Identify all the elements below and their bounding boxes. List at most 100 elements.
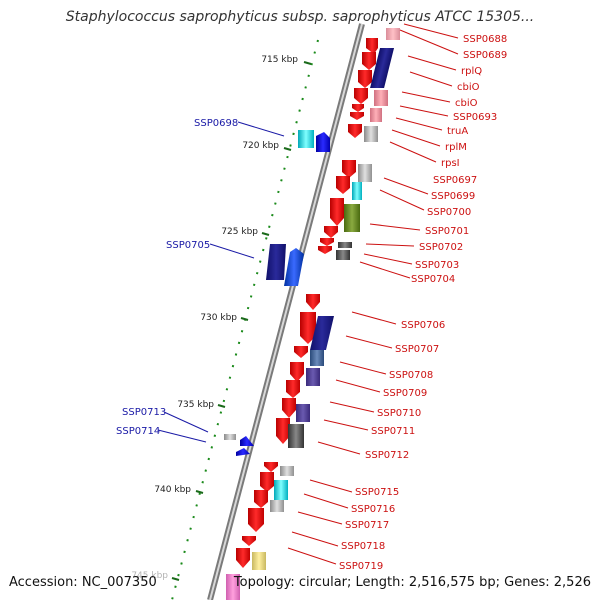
- gene-ssp0702[interactable]: [320, 238, 334, 246]
- label-ssp0719[interactable]: SSP0719: [339, 561, 383, 572]
- label-ssp0699[interactable]: SSP0699: [431, 191, 475, 202]
- gene-ssp0705[interactable]: [284, 248, 304, 286]
- gene-ssp0713-box[interactable]: [224, 434, 236, 440]
- annot-box-18[interactable]: [270, 500, 284, 512]
- gene-ssp0711[interactable]: [276, 418, 290, 444]
- gene-cbiO-1[interactable]: [354, 88, 368, 104]
- label-ssp0702[interactable]: SSP0702: [419, 242, 463, 253]
- scale-tick-720: [283, 147, 292, 151]
- gene-ssp0700[interactable]: [330, 198, 344, 226]
- gene-ssp0698-box[interactable]: [298, 130, 314, 148]
- annot-box-10[interactable]: [336, 250, 350, 260]
- scale-label-720: 720 kbp: [242, 141, 279, 151]
- gene-ssp0717[interactable]: [248, 508, 264, 532]
- label-ssp0705[interactable]: SSP0705: [166, 240, 210, 251]
- gene-ssp0706[interactable]: [300, 312, 316, 344]
- label-ssp0706[interactable]: SSP0706: [401, 320, 445, 331]
- gene-ssp0707[interactable]: [294, 346, 308, 358]
- annot-box-3[interactable]: [374, 90, 388, 106]
- gene-ssp0714[interactable]: [236, 448, 250, 456]
- label-ssp0700[interactable]: SSP0700: [427, 207, 471, 218]
- reverse-leader-lines: [157, 121, 285, 443]
- label-ssp0703[interactable]: SSP0703: [415, 260, 459, 271]
- annot-box-4[interactable]: [370, 108, 382, 122]
- annot-box-17[interactable]: [274, 480, 288, 500]
- annot-box-9[interactable]: [338, 242, 352, 248]
- gene-ssp0708[interactable]: [290, 362, 304, 382]
- label-ssp0697[interactable]: SSP0697: [433, 175, 477, 186]
- gene-ssp0693[interactable]: [350, 112, 364, 120]
- gene-ssp0719[interactable]: [236, 548, 250, 568]
- label-ssp0711[interactable]: SSP0711: [371, 426, 415, 437]
- label-ssp0698[interactable]: SSP0698: [194, 118, 238, 129]
- map-title: Staphylococcus saprophyticus subsp. sapr…: [65, 9, 535, 25]
- annot-box-5[interactable]: [364, 126, 378, 142]
- gene-ssp0715-a[interactable]: [264, 462, 278, 472]
- annot-box-15[interactable]: [288, 424, 304, 448]
- gene-ssp0705-box[interactable]: [266, 244, 286, 280]
- gene-truA[interactable]: [348, 124, 362, 138]
- gene-ssp0710[interactable]: [282, 398, 296, 418]
- label-rpsi[interactable]: rpsI: [441, 158, 460, 169]
- label-ssp0718[interactable]: SSP0718: [341, 541, 385, 552]
- label-cbio-2[interactable]: cbiO: [455, 98, 478, 109]
- label-ssp0708[interactable]: SSP0708: [389, 370, 433, 381]
- annot-box-2[interactable]: [370, 48, 395, 88]
- annot-box-11[interactable]: [310, 316, 334, 350]
- gene-ssp0716[interactable]: [254, 490, 268, 508]
- gene-ssp0688[interactable]: [366, 38, 378, 54]
- forward-leader-lines: [287, 23, 459, 565]
- label-trua[interactable]: truA: [447, 126, 468, 137]
- gene-ssp0718[interactable]: [242, 536, 256, 546]
- label-rplm[interactable]: rplM: [445, 142, 467, 153]
- gene-ssp0713[interactable]: [240, 436, 254, 446]
- forward-labels: SSP0688 SSP0689 rplQ cbiO cbiO SSP0693 t…: [339, 34, 507, 572]
- gene-cbiO-2[interactable]: [352, 104, 364, 112]
- label-ssp0707[interactable]: SSP0707: [395, 344, 439, 355]
- scale-tick-745: [171, 577, 180, 581]
- gene-ssp0706-a[interactable]: [306, 294, 320, 310]
- annot-box-7[interactable]: [352, 182, 362, 200]
- gene-ssp0701[interactable]: [324, 226, 338, 238]
- label-ssp0701[interactable]: SSP0701: [425, 226, 469, 237]
- label-ssp0717[interactable]: SSP0717: [345, 520, 389, 531]
- annot-box-12[interactable]: [310, 350, 324, 366]
- gene-ssp0689[interactable]: [362, 52, 376, 70]
- gene-ssp0715[interactable]: [260, 472, 274, 492]
- annot-box-19[interactable]: [252, 552, 266, 570]
- annot-box-14[interactable]: [296, 404, 310, 422]
- scale-label-735: 735 kbp: [177, 400, 214, 410]
- annot-box-1[interactable]: [386, 28, 400, 40]
- label-ssp0710[interactable]: SSP0710: [377, 408, 421, 419]
- reverse-labels: SSP0698 SSP0705 SSP0713 SSP0714: [116, 118, 238, 437]
- label-ssp0709[interactable]: SSP0709: [383, 388, 427, 399]
- label-ssp0688[interactable]: SSP0688: [463, 34, 507, 45]
- annot-box-6[interactable]: [358, 164, 372, 182]
- scale-label-730: 730 kbp: [200, 313, 237, 323]
- gene-ssp0699[interactable]: [336, 176, 350, 194]
- label-cbio-1[interactable]: cbiO: [457, 82, 480, 93]
- accession-text: Accession: NC_007350: [9, 575, 157, 590]
- annot-box-20[interactable]: [226, 574, 240, 600]
- reverse-genes-track: [224, 130, 330, 456]
- label-ssp0693[interactable]: SSP0693: [453, 112, 497, 123]
- label-rplq[interactable]: rplQ: [461, 66, 482, 77]
- label-ssp0713[interactable]: SSP0713: [122, 407, 166, 418]
- scale-label-715: 715 kbp: [261, 55, 298, 65]
- scale-ticks: 715 kbp 720 kbp 725 kbp 730 kbp 735 kbp …: [131, 55, 312, 581]
- gene-ssp0698[interactable]: [316, 132, 330, 152]
- gene-rplQ[interactable]: [358, 70, 372, 88]
- annot-box-8[interactable]: [344, 204, 360, 232]
- label-ssp0715[interactable]: SSP0715: [355, 487, 399, 498]
- gene-ssp0703[interactable]: [318, 246, 332, 254]
- label-ssp0714[interactable]: SSP0714: [116, 426, 160, 437]
- annot-box-16[interactable]: [280, 466, 294, 476]
- label-ssp0712[interactable]: SSP0712: [365, 450, 409, 461]
- label-ssp0689[interactable]: SSP0689: [463, 50, 507, 61]
- label-ssp0704[interactable]: SSP0704: [411, 274, 455, 285]
- annot-box-13[interactable]: [306, 368, 320, 386]
- label-ssp0716[interactable]: SSP0716: [351, 504, 395, 515]
- gene-ssp0709[interactable]: [286, 380, 300, 398]
- gene-ssp0697[interactable]: [342, 160, 356, 178]
